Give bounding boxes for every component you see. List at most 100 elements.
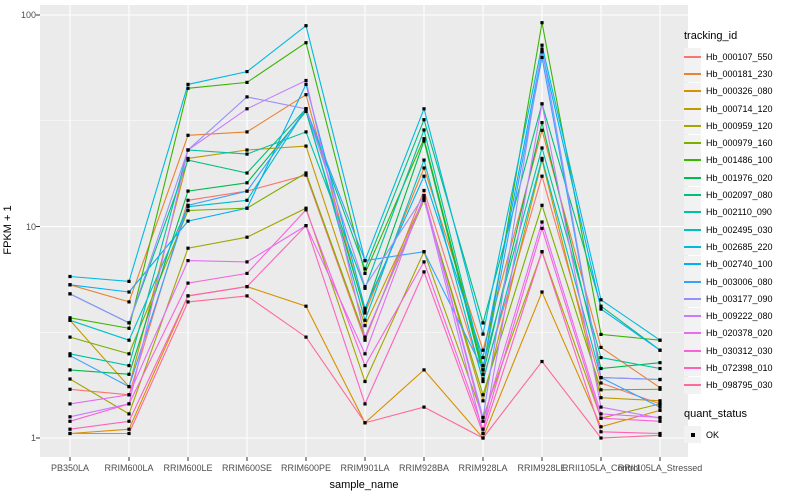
legend-line-icon (684, 366, 701, 369)
legend-item: Hb_002740_100 (684, 255, 799, 273)
data-point (245, 95, 249, 99)
data-point (363, 318, 367, 322)
data-point (658, 377, 662, 382)
legend-title-tracking-id: tracking_id (684, 30, 738, 42)
legend-item-label: Hb_002097_080 (706, 190, 773, 201)
data-point (481, 379, 485, 384)
legend-item: Hb_001976_020 (684, 169, 799, 187)
legend-item-label: Hb_002685_220 (706, 241, 773, 252)
legend-item: Hb_020378_020 (684, 324, 799, 342)
legend-item-label: Hb_000714_120 (706, 103, 773, 114)
legend-item-label: Hb_002110_090 (706, 207, 772, 218)
data-point (363, 335, 367, 339)
ok-point-icon (690, 432, 695, 437)
data-point (658, 366, 662, 371)
legend-item-label: Hb_003006_080 (706, 276, 773, 287)
x-tick-label: RRIM600LE (163, 463, 213, 473)
legend-key-swatch (684, 151, 701, 169)
data-point (422, 196, 426, 200)
y-tick-label: 1 (30, 433, 36, 443)
data-point (481, 393, 485, 397)
data-point (599, 356, 603, 360)
x-tick-label: PB350LA (50, 463, 90, 473)
data-point (245, 171, 249, 175)
data-point (304, 224, 308, 228)
legend-key-swatch (684, 221, 701, 239)
data-point (422, 158, 426, 162)
legend-line-icon (684, 315, 701, 318)
data-point (245, 260, 249, 264)
data-point (245, 271, 249, 275)
data-point (540, 174, 544, 178)
legend-line-icon (684, 107, 701, 110)
legend-item: Hb_000714_120 (684, 100, 799, 118)
legend-key-swatch (684, 342, 701, 360)
x-axis-title: sample_name (329, 479, 399, 491)
data-point (245, 189, 249, 193)
legend-line-icon (684, 280, 701, 283)
data-point (481, 372, 485, 376)
legend-key-swatch (684, 186, 701, 204)
data-point (68, 402, 72, 406)
data-point (422, 137, 426, 141)
legend-key-swatch (684, 238, 701, 256)
legend-line-icon (684, 176, 701, 179)
data-point (422, 405, 426, 409)
data-point (599, 416, 603, 420)
data-point (481, 332, 485, 336)
data-point (599, 430, 603, 434)
legend-item-quant: OK (684, 426, 799, 444)
legend-item: Hb_003177_090 (684, 290, 799, 308)
legend-line-icon (684, 55, 701, 58)
legend-key-swatch (684, 65, 701, 83)
legend-key-swatch (684, 359, 701, 377)
data-point (481, 419, 485, 423)
data-point (186, 219, 190, 223)
data-point (245, 80, 249, 84)
data-point (658, 408, 662, 412)
data-point (422, 128, 426, 132)
legend-line-icon (684, 349, 701, 352)
data-point (540, 121, 544, 125)
legend-item: Hb_009222_080 (684, 307, 799, 325)
data-point (127, 372, 131, 376)
legend-item-label: Hb_000107_550 (706, 51, 773, 62)
data-point (540, 158, 544, 162)
data-point (127, 300, 131, 304)
data-point (245, 107, 249, 111)
data-point (481, 321, 485, 325)
data-point (422, 194, 426, 198)
data-point (127, 412, 131, 416)
data-point (186, 198, 190, 202)
data-point (363, 338, 367, 342)
data-point (245, 181, 249, 185)
data-point (481, 368, 485, 372)
data-point (68, 354, 72, 358)
data-point (363, 311, 367, 315)
legend-item: Hb_000979_160 (684, 134, 799, 152)
data-point (599, 412, 603, 416)
data-point (481, 377, 485, 381)
legend-line-icon (684, 245, 701, 248)
data-point (186, 281, 190, 285)
data-point (245, 294, 249, 298)
legend-line-icon (684, 332, 701, 335)
data-point (540, 250, 544, 254)
x-tick-label: RRII105LA_Control (561, 463, 641, 473)
data-point (68, 431, 72, 436)
data-point (422, 139, 426, 143)
legend-item-label: Hb_003177_090 (706, 293, 773, 304)
data-point (540, 226, 544, 230)
data-point (186, 156, 190, 160)
data-point (599, 307, 603, 311)
x-tick-label: RRIM901LA (340, 463, 390, 473)
data-point (127, 419, 131, 423)
legend-quant-status-items: OK (684, 426, 799, 444)
data-point (363, 421, 367, 425)
x-tick-label: RRIM600LA (104, 463, 154, 473)
legend-item-label: Hb_002495_030 (706, 224, 773, 235)
legend-item: Hb_000181_230 (684, 65, 799, 83)
data-point (68, 283, 72, 287)
